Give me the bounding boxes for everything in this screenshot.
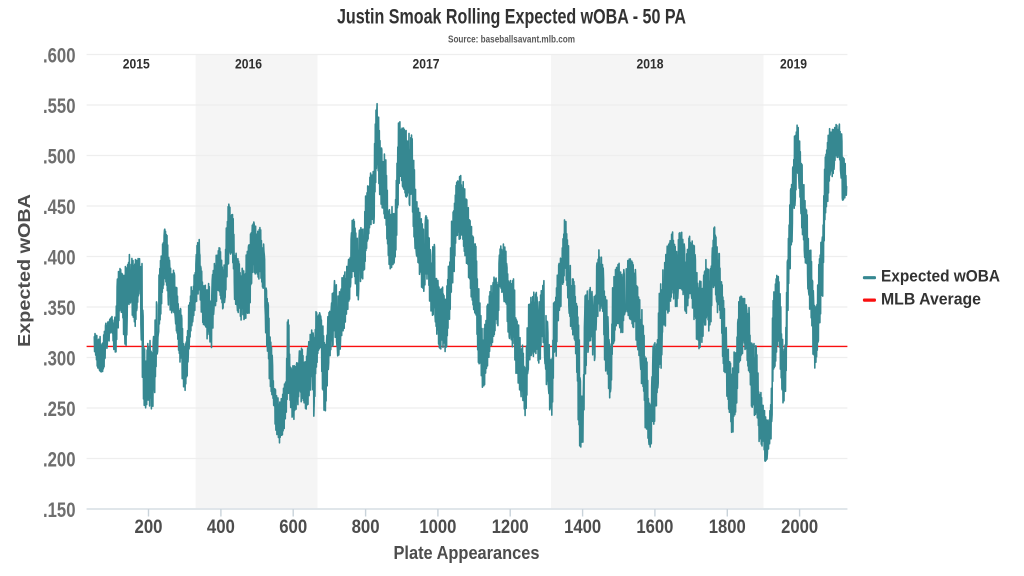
svg-text:2017: 2017 (413, 56, 440, 72)
svg-text:600: 600 (279, 516, 307, 538)
svg-text:.600: .600 (43, 45, 76, 68)
svg-text:1600: 1600 (636, 516, 673, 538)
svg-text:Source: baseballsavant.mlb.com: Source: baseballsavant.mlb.com (448, 35, 575, 46)
svg-text:Plate Appearances: Plate Appearances (394, 543, 540, 563)
svg-text:.300: .300 (43, 348, 76, 371)
svg-text:800: 800 (352, 516, 380, 538)
svg-text:1400: 1400 (564, 516, 601, 538)
svg-text:.150: .150 (43, 499, 76, 522)
svg-text:400: 400 (207, 516, 235, 538)
svg-text:.200: .200 (43, 449, 76, 472)
svg-text:1800: 1800 (709, 516, 746, 538)
svg-text:.250: .250 (43, 398, 76, 421)
svg-text:2018: 2018 (637, 56, 664, 72)
svg-text:Expected wOBA: Expected wOBA (881, 267, 1000, 286)
svg-text:.400: .400 (43, 247, 76, 270)
svg-text:.450: .450 (43, 196, 76, 219)
svg-text:Expected wOBA: Expected wOBA (14, 194, 34, 347)
svg-text:1000: 1000 (419, 516, 456, 538)
svg-text:.500: .500 (43, 146, 76, 169)
svg-text:2015: 2015 (123, 56, 150, 72)
svg-text:200: 200 (135, 516, 163, 538)
svg-text:.550: .550 (43, 95, 76, 118)
svg-text:MLB Average: MLB Average (881, 290, 981, 309)
svg-text:.350: .350 (43, 297, 76, 320)
svg-text:2016: 2016 (235, 56, 262, 72)
svg-text:2000: 2000 (781, 516, 818, 538)
svg-text:Justin Smoak Rolling Expected: Justin Smoak Rolling Expected wOBA - 50 … (337, 6, 686, 29)
svg-text:1200: 1200 (492, 516, 529, 538)
svg-text:2019: 2019 (780, 56, 807, 72)
